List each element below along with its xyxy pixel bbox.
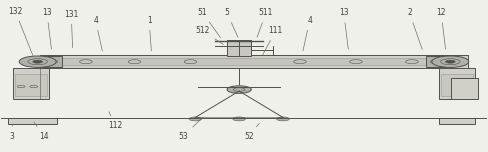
Circle shape bbox=[233, 117, 245, 121]
Text: 5: 5 bbox=[224, 8, 238, 37]
Bar bbox=[441, 74, 473, 96]
Circle shape bbox=[277, 117, 289, 121]
Text: 1: 1 bbox=[147, 16, 151, 51]
Bar bbox=[15, 74, 47, 96]
Circle shape bbox=[227, 86, 251, 93]
Bar bbox=[227, 40, 251, 56]
Bar bbox=[44, 58, 463, 66]
Circle shape bbox=[432, 56, 469, 67]
Circle shape bbox=[33, 60, 42, 63]
Text: 51: 51 bbox=[198, 8, 221, 38]
Text: 2: 2 bbox=[407, 8, 422, 49]
Text: 512: 512 bbox=[196, 26, 223, 44]
Text: 14: 14 bbox=[34, 122, 48, 141]
Bar bbox=[40, 55, 468, 68]
Text: 52: 52 bbox=[244, 123, 259, 141]
Text: 4: 4 bbox=[93, 16, 102, 51]
Text: 13: 13 bbox=[42, 8, 52, 49]
Text: 131: 131 bbox=[64, 10, 79, 48]
Circle shape bbox=[446, 60, 455, 63]
Text: 53: 53 bbox=[178, 117, 203, 141]
Text: 132: 132 bbox=[8, 7, 33, 55]
Circle shape bbox=[19, 56, 56, 67]
Text: 112: 112 bbox=[108, 112, 122, 130]
Bar bbox=[13, 68, 49, 99]
Text: 3: 3 bbox=[9, 124, 14, 141]
Text: 511: 511 bbox=[257, 8, 273, 37]
Text: 111: 111 bbox=[263, 26, 283, 55]
Circle shape bbox=[189, 117, 202, 121]
Bar bbox=[8, 118, 57, 124]
Bar bbox=[439, 118, 475, 124]
Text: 12: 12 bbox=[436, 8, 446, 49]
Bar bbox=[42, 56, 61, 67]
Bar bbox=[427, 56, 446, 67]
Bar bbox=[451, 78, 478, 99]
Text: 4: 4 bbox=[303, 16, 312, 51]
Text: 13: 13 bbox=[339, 8, 348, 49]
Bar bbox=[439, 68, 475, 99]
